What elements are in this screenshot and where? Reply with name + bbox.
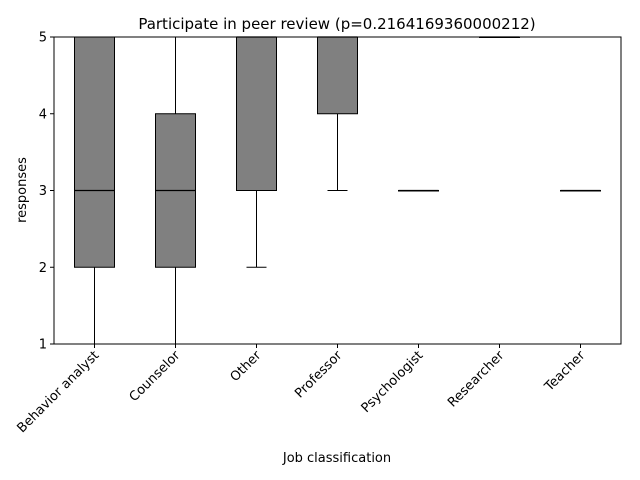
box-2 <box>155 36 196 345</box>
x-tick-label: Psychologist <box>359 348 427 416</box>
x-tick-label: Professor <box>292 348 346 402</box>
chart-title: Participate in peer review (p=0.21641693… <box>138 15 535 33</box>
x-tick-label: Other <box>228 348 265 385</box>
x-axis-label: Job classification <box>282 451 391 466</box>
box-5 <box>398 189 439 192</box>
box-1 <box>74 36 115 345</box>
box-body <box>236 36 277 191</box>
y-tick-label: 2 <box>39 261 47 276</box>
box-body <box>317 36 358 115</box>
x-axis: Behavior analyst Counselor Other Professor P… <box>14 344 589 436</box>
box-7 <box>560 189 601 192</box>
y-axis: 1 2 3 4 5 <box>39 31 54 353</box>
y-tick-label: 3 <box>39 184 47 199</box>
x-tick-label: Counselor <box>127 348 184 405</box>
plot-area <box>74 36 601 345</box>
box-body <box>74 36 115 268</box>
y-tick-label: 5 <box>39 31 47 46</box>
y-axis-label: responses <box>15 157 30 223</box>
box-3 <box>236 36 277 268</box>
x-tick-label: Teacher <box>541 348 588 395</box>
y-tick-label: 4 <box>39 107 47 122</box>
x-tick-label: Behavior analyst <box>14 348 102 436</box>
box-4 <box>317 36 358 191</box>
y-tick-label: 1 <box>39 338 47 353</box>
x-tick-label: Researcher <box>445 348 508 411</box>
